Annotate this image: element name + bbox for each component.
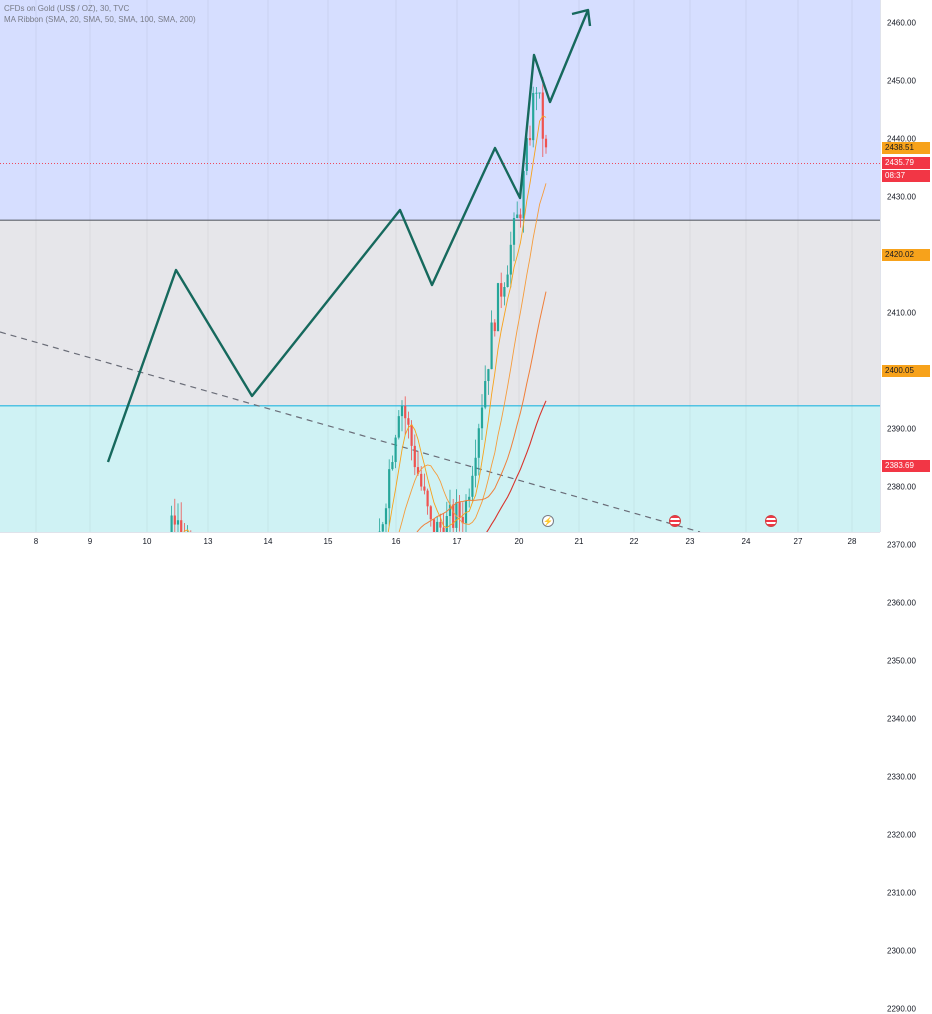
price-tick-label: 2360.00	[887, 599, 916, 608]
candle[interactable]	[539, 92, 541, 93]
price-tick-label: 2320.00	[887, 831, 916, 840]
price-tick-label: 2460.00	[887, 19, 916, 28]
zone-band	[0, 0, 880, 220]
price-tick-label: 2390.00	[887, 425, 916, 434]
price-tag: 08:37	[882, 170, 930, 182]
chart-area[interactable]: CFDs on Gold (US$ / OZ), 30, TVC MA Ribb…	[0, 0, 880, 532]
candle[interactable]	[510, 245, 512, 275]
candle[interactable]	[385, 508, 387, 524]
time-tick-label: 20	[515, 537, 524, 546]
price-chart[interactable]	[0, 0, 880, 532]
candle[interactable]	[411, 425, 413, 446]
price-tick-label: 2330.00	[887, 773, 916, 782]
time-tick-label: 24	[742, 537, 751, 546]
price-tag: 2438.51	[882, 142, 930, 154]
candle[interactable]	[484, 381, 486, 407]
us-flag-icon[interactable]	[669, 515, 681, 527]
candle[interactable]	[532, 93, 534, 140]
candle[interactable]	[446, 516, 448, 532]
time-tick-label: 9	[88, 537, 92, 546]
candle[interactable]	[478, 428, 480, 458]
candle[interactable]	[459, 502, 461, 517]
candle[interactable]	[414, 446, 416, 467]
indicator-title[interactable]: MA Ribbon (SMA, 20, SMA, 50, SMA, 100, S…	[4, 14, 196, 25]
candle[interactable]	[382, 524, 384, 531]
us-flag-icon[interactable]	[765, 515, 777, 527]
candle[interactable]	[487, 369, 489, 381]
price-tick-label: 2450.00	[887, 77, 916, 86]
price-tick-label: 2290.00	[887, 1005, 916, 1014]
candle[interactable]	[420, 474, 422, 487]
price-tag: 2420.02	[882, 249, 930, 261]
candle[interactable]	[180, 520, 182, 532]
candle[interactable]	[452, 505, 454, 528]
price-tick-label: 2350.00	[887, 657, 916, 666]
zone-band	[0, 406, 880, 532]
zone-band	[0, 220, 880, 406]
time-tick-label: 14	[264, 537, 273, 546]
price-tick-label: 2410.00	[887, 309, 916, 318]
candle[interactable]	[174, 515, 176, 524]
candle[interactable]	[500, 283, 502, 296]
price-tick-label: 2430.00	[887, 193, 916, 202]
candle[interactable]	[513, 218, 515, 245]
candle[interactable]	[436, 522, 438, 532]
candle[interactable]	[503, 287, 505, 297]
candle[interactable]	[395, 438, 397, 462]
candle[interactable]	[494, 323, 496, 332]
candle[interactable]	[388, 469, 390, 508]
time-tick-label: 16	[392, 537, 401, 546]
candle[interactable]	[177, 520, 179, 524]
price-tick-label: 2380.00	[887, 483, 916, 492]
price-tag: 2435.79	[882, 157, 930, 169]
time-tick-label: 17	[453, 537, 462, 546]
candle[interactable]	[398, 416, 400, 437]
time-axis[interactable]: 8 9 10 13 14 15 16 17 20 21 22 23 24 27 28	[0, 532, 880, 551]
candle[interactable]	[475, 458, 477, 476]
time-tick-label: 28	[848, 537, 857, 546]
candle[interactable]	[404, 406, 406, 418]
lightning-icon[interactable]: ⚡	[542, 515, 554, 527]
candle[interactable]	[171, 515, 173, 532]
time-tick-label: 8	[34, 537, 38, 546]
candle[interactable]	[401, 406, 403, 416]
candle[interactable]	[491, 323, 493, 370]
candle[interactable]	[391, 462, 393, 469]
candle[interactable]	[516, 215, 518, 218]
time-tick-label: 15	[324, 537, 333, 546]
candle[interactable]	[507, 275, 509, 287]
price-tick-label: 2310.00	[887, 889, 916, 898]
price-tick-label: 2340.00	[887, 715, 916, 724]
candle[interactable]	[497, 283, 499, 331]
time-tick-label: 23	[686, 537, 695, 546]
time-tick-label: 21	[575, 537, 584, 546]
candle[interactable]	[433, 519, 435, 532]
candle[interactable]	[471, 476, 473, 497]
candle[interactable]	[407, 418, 409, 425]
candle[interactable]	[430, 506, 432, 519]
time-tick-label: 27	[794, 537, 803, 546]
candle[interactable]	[481, 408, 483, 429]
price-axis[interactable]: 2460.002450.002440.002430.002420.002410.…	[880, 0, 932, 532]
price-tag: 2383.69	[882, 460, 930, 472]
candle[interactable]	[427, 491, 429, 507]
time-tick-label: 22	[630, 537, 639, 546]
candle[interactable]	[519, 215, 521, 219]
price-tag: 2400.05	[882, 365, 930, 377]
candle[interactable]	[423, 487, 425, 491]
symbol-title[interactable]: CFDs on Gold (US$ / OZ), 30, TVC	[4, 3, 196, 14]
candle[interactable]	[529, 138, 531, 140]
candle[interactable]	[545, 139, 547, 148]
candle[interactable]	[535, 93, 537, 94]
chart-legend: CFDs on Gold (US$ / OZ), 30, TVC MA Ribb…	[4, 3, 196, 25]
price-tick-label: 2300.00	[887, 947, 916, 956]
candle[interactable]	[439, 522, 441, 528]
time-tick-label: 10	[143, 537, 152, 546]
time-tick-label: 13	[204, 537, 213, 546]
price-tick-label: 2370.00	[887, 541, 916, 550]
